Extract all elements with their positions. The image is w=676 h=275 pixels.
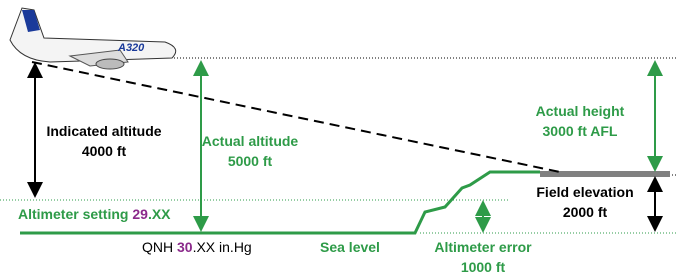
qnh: QNH 30.XX in.Hg (142, 239, 252, 255)
sea-level: Sea level (320, 239, 380, 255)
indicated-title: Indicated altitude (46, 123, 161, 139)
indicated-value: 4000 ft (82, 143, 127, 159)
aircraft: A320 (10, 8, 176, 69)
field-elevation-value: 2000 ft (563, 204, 608, 220)
actual-altitude-value: 5000 ft (228, 153, 273, 169)
highlight: 29 (132, 206, 148, 222)
suffix: .XX in.Hg (193, 239, 252, 255)
prefix: QNH (142, 239, 177, 255)
actual-height-value: 3000 ft AFL (543, 123, 618, 139)
terrain (20, 172, 540, 233)
actual-height-title: Actual height (536, 103, 625, 119)
prefix: Altimeter setting (18, 206, 132, 222)
diagram: A320 Indicated altitude 4000 ft Actual a… (0, 0, 676, 275)
field-elevation-title: Field elevation (536, 184, 633, 200)
altimeter-setting: Altimeter setting 29.XX (18, 206, 171, 222)
altimeter-error-title: Altimeter error (434, 239, 532, 255)
suffix: .XX (148, 206, 171, 222)
actual-altitude-title: Actual altitude (202, 133, 299, 149)
highlight: 30 (177, 239, 193, 255)
aircraft-label: A320 (117, 42, 145, 54)
altimeter-error-value: 1000 ft (461, 259, 506, 275)
